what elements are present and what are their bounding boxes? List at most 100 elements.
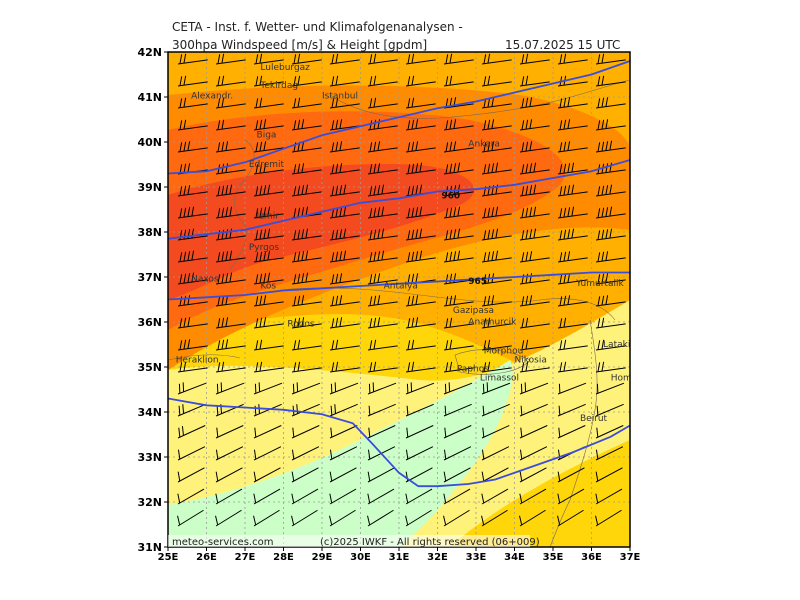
wind-barb: [177, 75, 208, 87]
wind-barb: [481, 228, 512, 241]
city-label: Kos: [260, 281, 276, 291]
wind-barb: [519, 509, 546, 527]
wind-barb: [481, 403, 510, 417]
wind-barb: [519, 119, 550, 131]
map-header-title: CETA - Inst. f. Wetter- und Klimafolgena…: [172, 20, 463, 34]
wind-barb: [595, 382, 625, 395]
wind-barb: [367, 295, 398, 307]
wind-barb: [291, 163, 322, 175]
wind-barb: [557, 295, 588, 307]
wind-barb: [519, 228, 550, 241]
city-label: Beirut: [580, 414, 608, 424]
lon-tick-label: 25E: [158, 552, 179, 563]
wind-barb: [215, 97, 246, 109]
wind-barb: [557, 141, 588, 153]
wind-barb: [595, 446, 624, 461]
wind-barb: [291, 382, 321, 395]
wind-barb: [519, 53, 550, 65]
height-contour-line: [168, 271, 630, 301]
wind-barb: [177, 119, 208, 131]
wind-barb: [519, 425, 548, 439]
city-label: Anamurcik: [468, 317, 517, 327]
city-label: Gazipasa: [453, 306, 494, 316]
wind-barb: [481, 446, 510, 461]
wind-barb: [329, 119, 360, 131]
wind-barb: [367, 250, 398, 263]
wind-barb: [481, 361, 512, 373]
height-contour-line: [168, 397, 630, 488]
city-label: Antalya: [384, 281, 418, 291]
wind-barb: [177, 317, 208, 329]
wind-barb: [367, 228, 398, 241]
wind-barb: [329, 361, 360, 373]
city-label: Homs: [611, 374, 637, 384]
wind-barb: [367, 425, 396, 439]
wind-barb: [329, 317, 360, 329]
wind-barb: [405, 339, 436, 351]
city-label: Istanbul: [322, 91, 358, 101]
city-label: Yumurtalik: [575, 279, 624, 289]
wind-barb: [595, 425, 624, 439]
wind-barb: [595, 361, 626, 373]
wind-barb: [595, 75, 626, 87]
city-label: Nikosia: [515, 356, 547, 366]
lat-tick-label: 42N: [137, 46, 162, 59]
wind-barbs: [177, 53, 626, 527]
wind-barb: [177, 53, 208, 65]
wind-barb: [481, 382, 511, 395]
wind-barb: [481, 53, 512, 65]
wind-barb: [253, 228, 284, 241]
wind-barb: [595, 140, 626, 153]
wind-barb: [215, 272, 246, 285]
wind-barb: [177, 425, 206, 439]
wind-barb: [177, 488, 205, 505]
wind-barb: [519, 295, 550, 307]
wind-barb: [329, 228, 360, 241]
wind-barb: [253, 75, 284, 87]
lon-tick-label: 27E: [235, 552, 256, 563]
wind-barb: [367, 97, 398, 109]
city-label: Tekirdag: [259, 81, 298, 91]
lat-tick-label: 33N: [137, 451, 162, 464]
wind-barb: [557, 206, 588, 219]
wind-barb: [481, 425, 510, 439]
wind-barb: [291, 361, 322, 373]
wind-barb: [481, 509, 508, 527]
wind-barb: [215, 509, 242, 527]
city-label: Heraklion: [176, 356, 219, 366]
wind-barb: [253, 467, 281, 483]
wind-barb: [405, 119, 436, 131]
wind-barb: [557, 467, 585, 483]
city-label: Luleburgaz: [260, 63, 310, 73]
wind-barb: [519, 361, 550, 373]
wind-barb: [367, 141, 398, 153]
city-label: Ankara: [468, 140, 500, 150]
contour-value-label: 960: [441, 191, 460, 201]
wind-barb: [253, 206, 284, 219]
wind-barb: [443, 119, 474, 131]
wind-barb: [519, 75, 550, 87]
wind-barb: [519, 251, 550, 263]
wind-barb: [443, 206, 474, 219]
wind-barb: [215, 382, 245, 395]
wind-barb: [215, 317, 246, 329]
wind-barb: [405, 425, 434, 439]
wind-barb: [253, 382, 283, 395]
wind-barb: [519, 317, 550, 329]
wind-barb: [595, 53, 626, 65]
wind-barb: [519, 446, 548, 461]
wind-barb: [405, 228, 436, 241]
wind-barb: [595, 206, 626, 219]
shading-pale-green: [168, 360, 513, 547]
wind-barb: [291, 119, 322, 131]
wind-barb: [557, 162, 588, 175]
city-label: Edremit: [249, 160, 285, 170]
lat-tick-label: 37N: [137, 271, 162, 284]
wind-barb: [291, 317, 322, 329]
map-header-datetime: 15.07.2025 15 UTC: [505, 38, 621, 52]
wind-barb: [519, 162, 550, 175]
city-label: Alexandr.: [191, 91, 233, 101]
wind-barb: [443, 53, 474, 65]
city-label: Morphou: [484, 347, 524, 357]
